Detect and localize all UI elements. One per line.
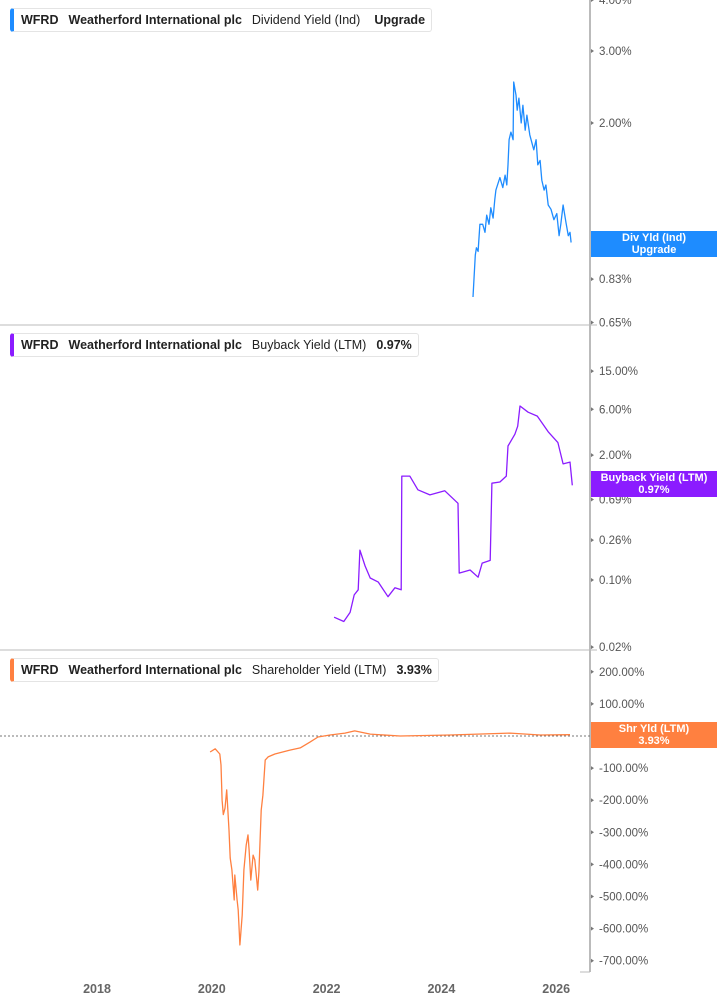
y-tick-mark	[591, 369, 594, 374]
badge-line1: Div Yld (Ind)	[622, 232, 686, 244]
y-tick-label: 200.00%	[599, 667, 644, 679]
legend-value: 3.93%	[396, 663, 432, 677]
y-tick-mark	[591, 277, 594, 282]
y-tick-mark	[591, 578, 594, 582]
y-tick-mark	[591, 121, 594, 125]
legend-value[interactable]: Upgrade	[374, 13, 426, 27]
y-tick-mark	[591, 958, 594, 963]
x-tick-label: 2018	[83, 982, 111, 996]
y-tick-mark	[591, 669, 594, 674]
series-line-0	[472, 81, 572, 298]
y-tick-mark	[591, 453, 594, 458]
y-tick-label: 0.10%	[599, 575, 632, 587]
series-line-1	[333, 405, 573, 623]
x-tick-label: 2022	[313, 982, 341, 996]
y-tick-mark	[591, 0, 594, 2]
badge-line2: 3.93%	[638, 735, 670, 747]
series-line-2	[209, 730, 571, 946]
legend-buyback-yield[interactable]: WFRD Weatherford International plc Buyba…	[10, 333, 419, 357]
value-badge-shareholder: Shr Yld (LTM) 3.93%	[591, 722, 717, 748]
legend-ticker: WFRD	[21, 338, 59, 352]
y-tick-mark	[591, 407, 594, 412]
y-tick-label: -500.00%	[599, 892, 648, 904]
legend-ticker: WFRD	[21, 663, 59, 677]
badge-line1: Shr Yld (LTM)	[618, 723, 690, 735]
legend-company: Weatherford International plc	[68, 13, 242, 27]
y-tick-label: 2.00%	[599, 118, 632, 130]
y-tick-label: -400.00%	[599, 859, 648, 871]
y-tick-mark	[591, 862, 594, 867]
legend-dividend-yield[interactable]: WFRD Weatherford International plc Divid…	[10, 8, 433, 32]
y-tick-mark	[591, 320, 594, 325]
y-tick-mark	[591, 766, 594, 771]
y-tick-label: 0.26%	[599, 535, 632, 547]
badge-line1: Buyback Yield (LTM)	[600, 472, 708, 484]
y-tick-label: -300.00%	[599, 827, 648, 839]
y-tick-mark	[591, 798, 594, 803]
legend-ticker: WFRD	[21, 13, 59, 27]
y-tick-mark	[591, 830, 594, 835]
badge-line2: 0.97%	[638, 484, 670, 496]
y-tick-label: 0.65%	[599, 317, 632, 329]
y-tick-label: -600.00%	[599, 924, 648, 936]
y-tick-mark	[591, 645, 594, 650]
y-tick-mark	[591, 701, 594, 706]
y-tick-label: 0.02%	[599, 642, 632, 654]
y-tick-label: -100.00%	[599, 763, 648, 775]
y-tick-label: 3.00%	[599, 46, 632, 58]
y-tick-label: 0.69%	[599, 494, 632, 506]
y-tick-label: 100.00%	[599, 699, 644, 711]
y-tick-mark	[591, 894, 594, 899]
y-tick-label: 15.00%	[599, 366, 638, 378]
x-tick-label: 2024	[427, 982, 455, 996]
badge-line2: Upgrade	[631, 244, 677, 256]
y-tick-label: 2.00%	[599, 450, 632, 462]
y-tick-label: 4.00%	[599, 0, 632, 7]
y-tick-label: 0.83%	[599, 274, 632, 286]
value-badge-buyback: Buyback Yield (LTM) 0.97%	[591, 471, 717, 497]
value-badge-dividend: Div Yld (Ind) Upgrade	[591, 231, 717, 257]
y-tick-label: -700.00%	[599, 956, 648, 968]
x-tick-label: 2026	[542, 982, 570, 996]
y-tick-label: -200.00%	[599, 795, 648, 807]
y-tick-mark	[591, 49, 594, 54]
legend-value: 0.97%	[376, 338, 412, 352]
y-tick-mark	[591, 926, 594, 931]
panel-frame	[0, 0, 597, 973]
legend-company: Weatherford International plc	[68, 338, 242, 352]
y-tick-label: 6.00%	[599, 404, 632, 416]
legend-shareholder-yield[interactable]: WFRD Weatherford International plc Share…	[10, 658, 439, 682]
y-tick-mark	[591, 538, 594, 543]
y-tick-mark	[591, 497, 594, 502]
legend-metric: Dividend Yield (Ind)	[251, 13, 361, 27]
legend-metric: Buyback Yield (LTM)	[251, 338, 367, 352]
legend-company: Weatherford International plc	[68, 663, 242, 677]
x-tick-label: 2020	[198, 982, 226, 996]
legend-metric: Shareholder Yield (LTM)	[251, 663, 387, 677]
